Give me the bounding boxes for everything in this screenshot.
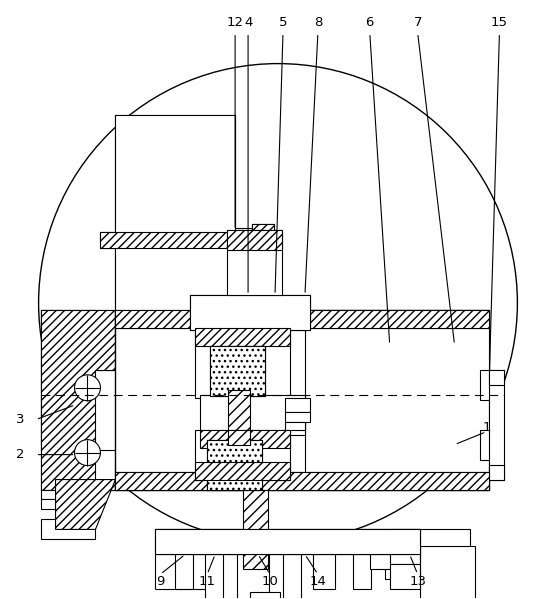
Bar — [115, 310, 490, 489]
Bar — [155, 530, 420, 554]
Bar — [305, 328, 490, 471]
Bar — [228, 390, 250, 435]
Text: 4: 4 — [244, 16, 253, 29]
Bar — [195, 462, 290, 480]
Bar — [250, 592, 280, 599]
Bar — [490, 370, 504, 385]
Bar — [56, 378, 85, 400]
Bar — [41, 519, 95, 539]
Bar — [41, 310, 118, 489]
Bar — [252, 224, 274, 256]
Bar — [227, 230, 282, 295]
Bar — [385, 554, 403, 579]
Text: 12: 12 — [226, 16, 244, 29]
Bar — [420, 546, 475, 599]
Bar — [390, 564, 470, 589]
Polygon shape — [115, 116, 235, 310]
Bar — [115, 471, 490, 489]
Bar — [200, 429, 290, 447]
Bar — [237, 554, 269, 599]
Bar — [190, 295, 310, 330]
Bar — [490, 465, 504, 480]
Bar — [390, 530, 470, 564]
Bar — [115, 116, 235, 310]
Bar — [115, 310, 490, 328]
Bar — [41, 370, 118, 450]
Circle shape — [74, 375, 100, 401]
Bar — [225, 228, 253, 252]
Bar — [175, 554, 193, 589]
Bar — [56, 510, 95, 519]
Bar — [285, 412, 310, 422]
Bar — [210, 346, 265, 396]
Text: 5: 5 — [279, 16, 287, 29]
Text: 9: 9 — [156, 575, 164, 588]
Bar — [283, 554, 301, 599]
Circle shape — [39, 63, 517, 542]
Circle shape — [74, 440, 100, 465]
Bar — [100, 232, 230, 248]
Bar — [207, 440, 262, 489]
Bar — [313, 554, 335, 589]
Bar — [228, 429, 250, 444]
Bar — [490, 370, 504, 480]
Bar — [56, 440, 85, 462]
Bar — [285, 398, 310, 412]
Bar — [210, 346, 265, 396]
Bar — [41, 489, 85, 500]
Bar — [227, 230, 282, 250]
Bar — [41, 500, 95, 510]
Bar — [200, 395, 305, 435]
Bar — [205, 554, 223, 599]
Text: 2: 2 — [17, 448, 25, 461]
Bar — [285, 422, 305, 429]
Text: 15: 15 — [491, 16, 508, 29]
Text: 8: 8 — [314, 16, 322, 29]
Bar — [41, 310, 95, 350]
Bar — [195, 328, 290, 398]
Text: 10: 10 — [261, 575, 279, 588]
Bar — [228, 390, 250, 435]
Bar — [195, 328, 290, 346]
Bar — [252, 224, 274, 256]
Text: 1: 1 — [482, 421, 491, 434]
Bar — [207, 440, 262, 489]
Text: 6: 6 — [366, 16, 374, 29]
Bar — [41, 350, 95, 370]
Bar — [243, 489, 268, 569]
Text: 3: 3 — [17, 413, 25, 426]
Text: 11: 11 — [199, 575, 216, 588]
Text: 14: 14 — [310, 575, 326, 588]
Bar — [100, 232, 230, 248]
Bar — [195, 429, 290, 480]
Bar — [481, 429, 491, 459]
Bar — [370, 554, 420, 569]
Bar — [155, 530, 420, 554]
Text: 13: 13 — [409, 575, 426, 588]
Bar — [190, 295, 310, 330]
Polygon shape — [41, 310, 115, 489]
Polygon shape — [56, 480, 115, 530]
Text: 7: 7 — [413, 16, 422, 29]
Bar — [481, 370, 491, 400]
Bar — [353, 554, 371, 589]
